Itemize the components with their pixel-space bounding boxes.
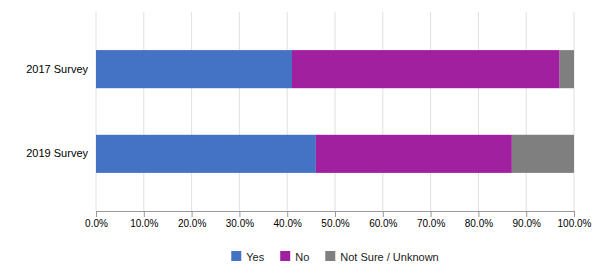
x-tick-mark xyxy=(335,211,336,217)
x-tick-mark xyxy=(574,211,575,217)
grid-line xyxy=(430,12,431,211)
x-tick: 60.0% xyxy=(369,211,397,229)
legend-swatch xyxy=(325,251,335,261)
x-tick: 80.0% xyxy=(465,211,493,229)
bar xyxy=(96,50,292,88)
grid-line xyxy=(239,12,240,211)
x-tick-label: 60.0% xyxy=(369,218,397,229)
bar xyxy=(316,135,512,173)
chart-container: 0.0% 10.0% 20.0% 30.0% 40.0% 50.0% 60.0% 70.0% 8… xyxy=(0,0,600,273)
x-tick-label: 50.0% xyxy=(321,218,349,229)
plot-area: 0.0% 10.0% 20.0% 30.0% 40.0% 50.0% 60.0% 70.0% 8… xyxy=(26,12,591,229)
y-tick: 2019 Survey xyxy=(26,147,88,159)
x-axis: 0.0% 10.0% 20.0% 30.0% 40.0% 50.0% 60.0% 70.0% 8… xyxy=(85,211,591,229)
x-tick-mark xyxy=(526,211,527,217)
x-tick: 40.0% xyxy=(274,211,302,229)
x-tick-label: 20.0% xyxy=(178,218,206,229)
x-tick-label: 0.0% xyxy=(85,218,108,229)
chart-svg: 0.0% 10.0% 20.0% 30.0% 40.0% 50.0% 60.0% 70.0% 8… xyxy=(0,0,600,273)
legend-label: Not Sure / Unknown xyxy=(340,251,438,263)
y-tick: 2017 Survey xyxy=(26,63,88,75)
grid-line xyxy=(574,12,575,211)
x-tick-mark xyxy=(192,211,193,217)
bar-series xyxy=(512,50,574,173)
legend-item: No xyxy=(280,251,309,263)
grid-line xyxy=(335,12,336,211)
bar xyxy=(292,50,560,88)
bars xyxy=(96,50,574,173)
y-tick-label: 2019 Survey xyxy=(26,147,88,159)
grid-line xyxy=(382,12,383,211)
x-tick-mark xyxy=(287,211,288,217)
x-tick: 90.0% xyxy=(513,211,541,229)
x-tick: 30.0% xyxy=(226,211,254,229)
y-axis: 2019 Survey 2017 Survey xyxy=(26,63,88,160)
x-tick-mark xyxy=(96,211,97,217)
bar-series xyxy=(96,50,316,173)
x-tick: 20.0% xyxy=(178,211,206,229)
grid xyxy=(96,12,574,211)
grid-line xyxy=(478,12,479,211)
legend-swatch xyxy=(280,251,290,261)
grid-line xyxy=(96,12,97,211)
legend-label: No xyxy=(295,251,309,263)
x-tick-mark xyxy=(431,211,432,217)
x-tick-mark xyxy=(478,211,479,217)
legend-item: Not Sure / Unknown xyxy=(325,251,438,263)
x-tick-label: 70.0% xyxy=(417,218,445,229)
x-tick-label: 10.0% xyxy=(130,218,158,229)
x-tick-label: 80.0% xyxy=(465,218,493,229)
x-tick: 50.0% xyxy=(321,211,349,229)
bar xyxy=(96,135,316,173)
x-tick: 10.0% xyxy=(130,211,158,229)
legend-label: Yes xyxy=(246,251,264,263)
grid-line xyxy=(143,12,144,211)
x-tick-label: 100.0% xyxy=(558,218,592,229)
grid-line xyxy=(191,12,192,211)
x-tick-label: 40.0% xyxy=(274,218,302,229)
legend-swatch xyxy=(231,251,241,261)
grid-line xyxy=(287,12,288,211)
legend-item: Yes xyxy=(231,251,264,263)
y-tick-label: 2017 Survey xyxy=(26,63,88,75)
grid-line xyxy=(526,12,527,211)
x-tick-label: 30.0% xyxy=(226,218,254,229)
x-tick-mark xyxy=(239,211,240,217)
x-tick-label: 90.0% xyxy=(513,218,541,229)
bar xyxy=(512,135,574,173)
x-tick: 0.0% xyxy=(85,211,108,229)
x-tick-mark xyxy=(144,211,145,217)
bar xyxy=(560,50,574,88)
legend: Yes No Not Sure / Unknown xyxy=(231,251,438,263)
x-tick: 70.0% xyxy=(417,211,445,229)
x-tick: 100.0% xyxy=(558,211,592,229)
x-tick-mark xyxy=(383,211,384,217)
